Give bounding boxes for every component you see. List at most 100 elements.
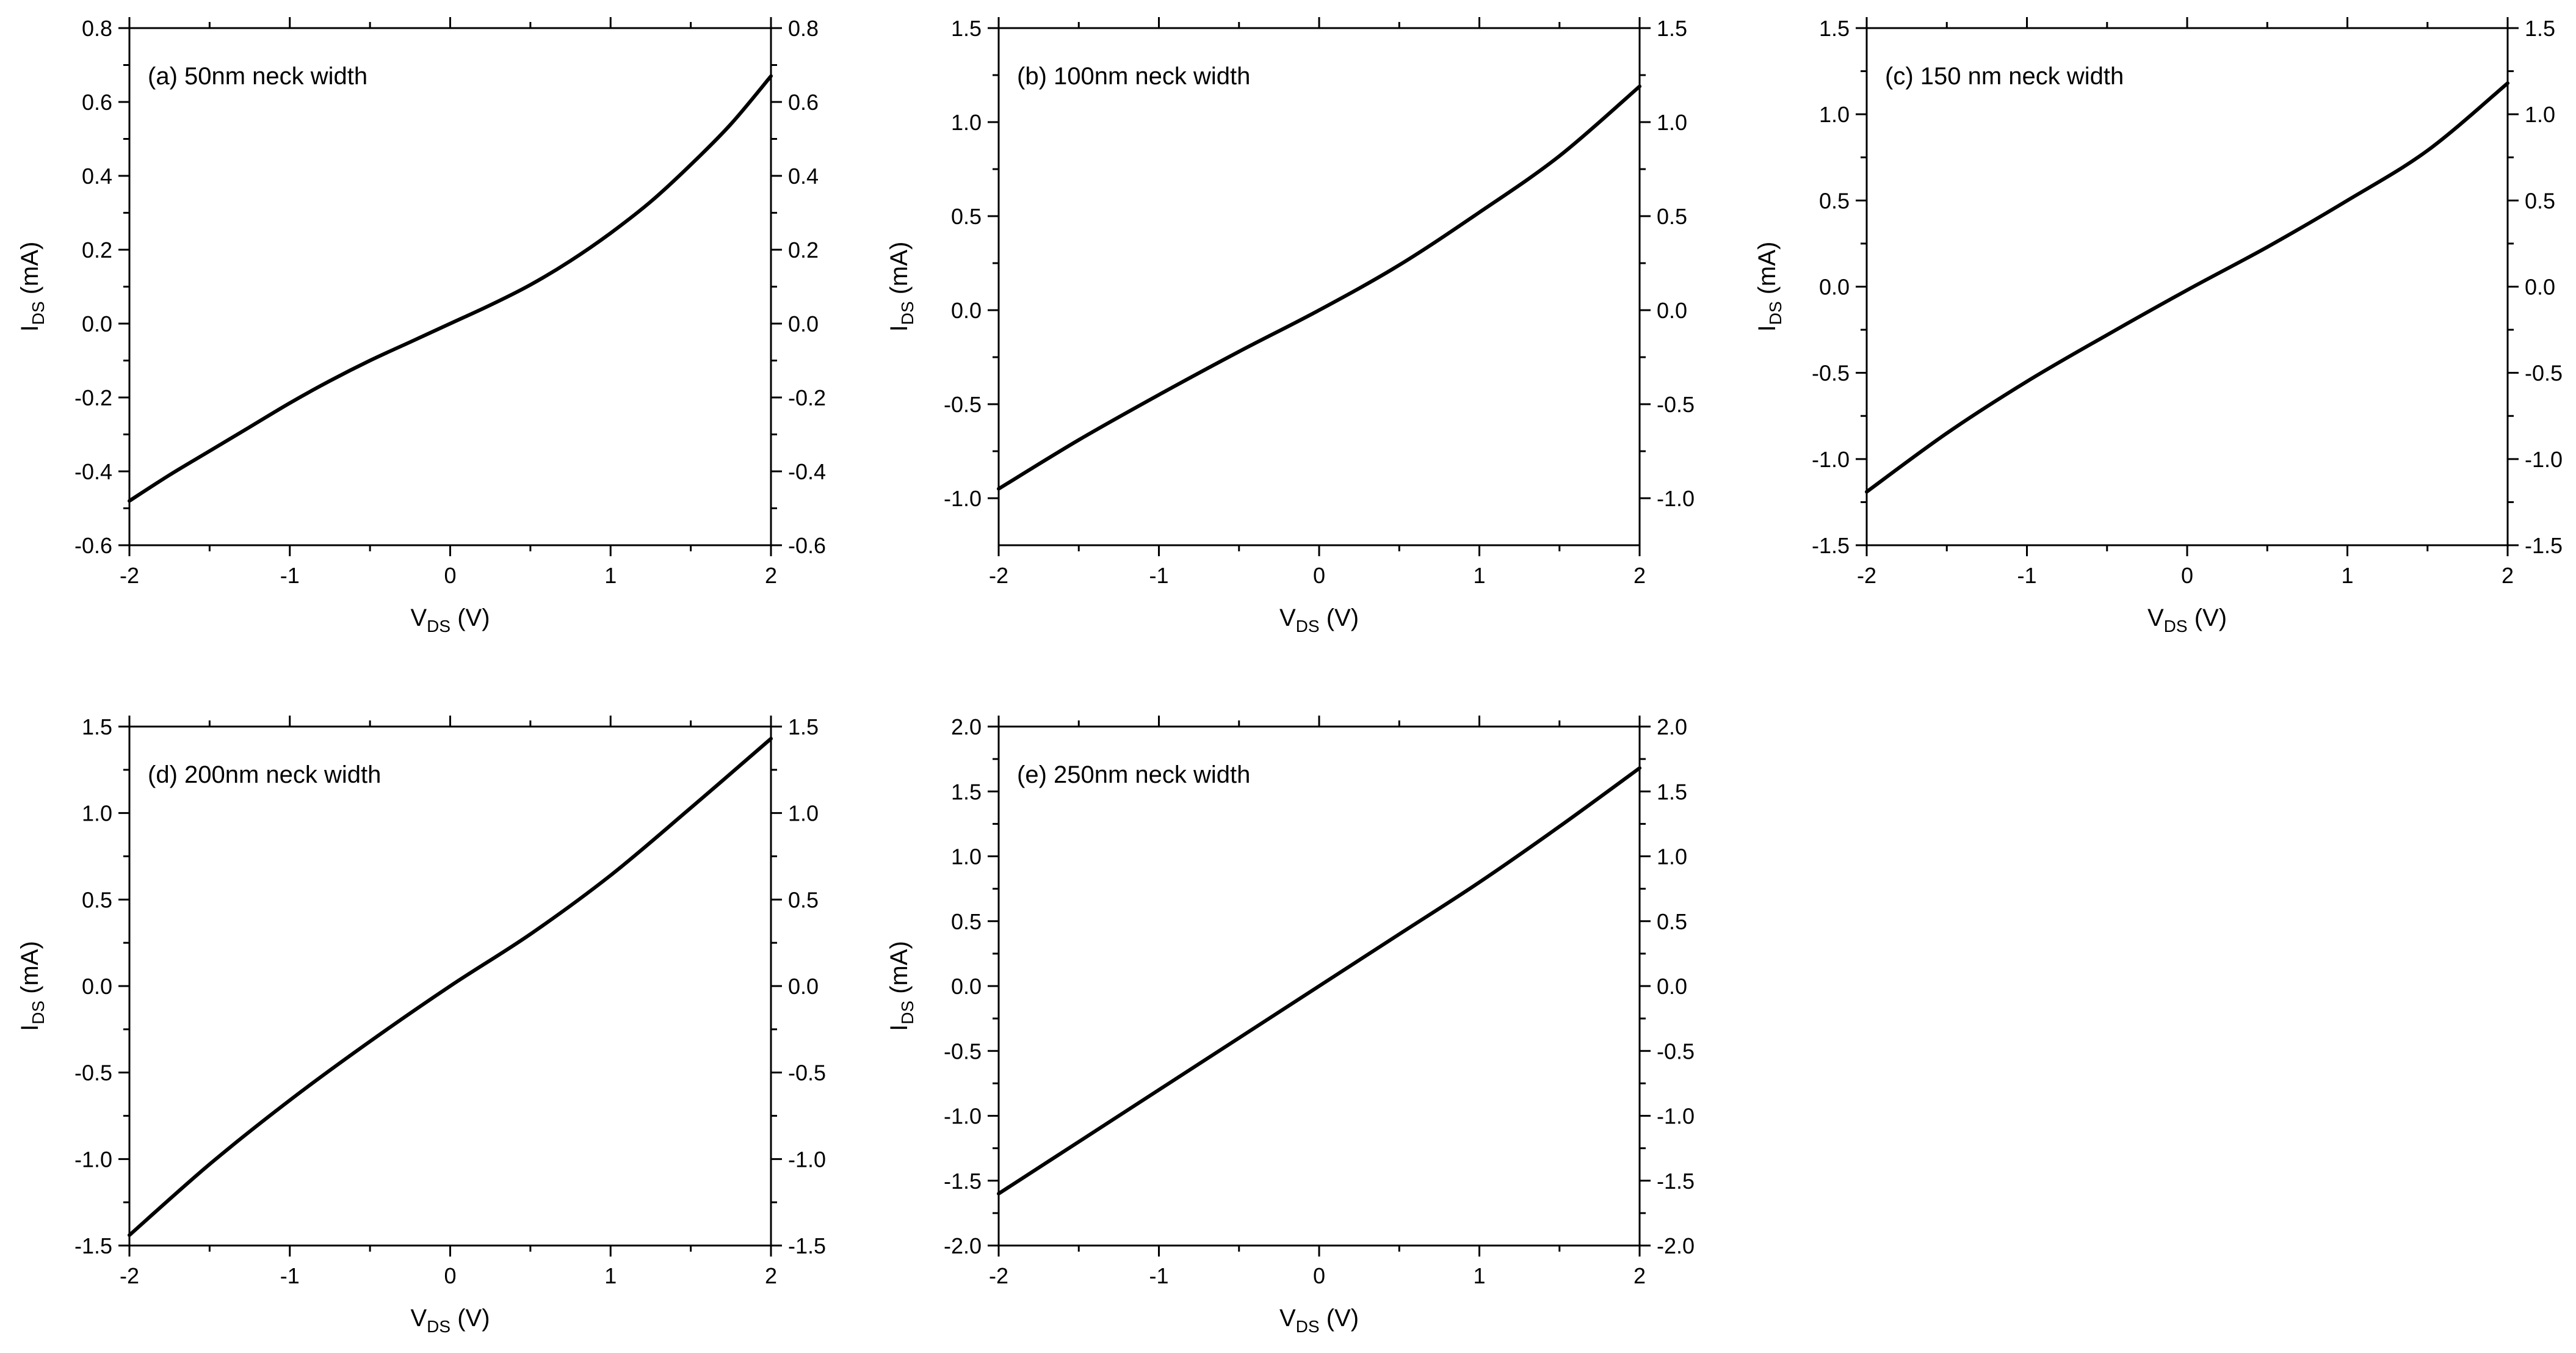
panel-annotation: (d) 200nm neck width bbox=[148, 761, 381, 788]
y-tick-label-right: 1.0 bbox=[788, 801, 819, 826]
x-tick-label: 0 bbox=[2181, 563, 2193, 588]
x-axis-label: VDS (V) bbox=[2147, 604, 2227, 636]
x-axis-label-unit: (V) bbox=[1320, 1305, 1359, 1332]
x-axis-label-main: V bbox=[410, 1305, 427, 1332]
x-axis-label-sub: DS bbox=[427, 1317, 450, 1336]
y-tick-label: -0.5 bbox=[74, 1061, 112, 1086]
y-tick-label-right: 0.5 bbox=[1657, 204, 1687, 229]
y-tick-label-right: -1.5 bbox=[1657, 1169, 1695, 1194]
chart-panel-b: -2 -1 0 1 2 -1.0 -1.0 -0.5 -0.5 0.0 0.0 0.5 0.5 1.0 1.… bbox=[886, 16, 1695, 636]
x-tick-label: -2 bbox=[1857, 563, 1876, 588]
y-tick-label-right: 0.0 bbox=[1657, 298, 1687, 323]
chart-panel-c: -2 -1 0 1 2 -1.5 -1.5 -1.0 -1.0 -0.5 -0.5 0.0 0.0 0.5… bbox=[1754, 16, 2563, 636]
y-tick-label: 1.0 bbox=[82, 801, 112, 826]
chart-panel-d: -2 -1 0 1 2 -1.5 -1.5 -1.0 -1.0 -0.5 -0.5 0.0 0.0 0.5… bbox=[16, 714, 826, 1336]
y-tick-label-right: -1.0 bbox=[1657, 1104, 1695, 1129]
x-axis-label: VDS (V) bbox=[410, 1305, 490, 1336]
y-tick-label: 1.0 bbox=[951, 844, 982, 869]
y-tick-label-right: 1.5 bbox=[1657, 16, 1687, 41]
y-tick-label: 0.5 bbox=[951, 204, 982, 229]
y-axis-label: IDS (mA) bbox=[886, 242, 917, 332]
x-tick-label: 1 bbox=[604, 563, 617, 588]
x-tick-label: -1 bbox=[1149, 563, 1168, 588]
x-tick-label: -1 bbox=[280, 563, 300, 588]
y-tick-label-right: 0.6 bbox=[788, 90, 819, 115]
panel-annotation: (b) 100nm neck width bbox=[1017, 63, 1250, 90]
plot-frame bbox=[128, 27, 772, 546]
y-axis-label-unit: (mA) bbox=[886, 242, 913, 302]
y-tick-label: -0.2 bbox=[74, 385, 112, 410]
y-tick-label-right: 1.0 bbox=[1657, 844, 1687, 869]
y-tick-label: 0.0 bbox=[951, 298, 982, 323]
y-tick-label: 1.0 bbox=[951, 110, 982, 135]
x-tick-label: 1 bbox=[1473, 1263, 1485, 1288]
y-tick-label-right: 1.5 bbox=[788, 714, 819, 739]
y-tick-label-right: 1.5 bbox=[2525, 16, 2555, 41]
y-tick-label: 0.5 bbox=[1819, 188, 1850, 213]
y-axis-label: IDS (mA) bbox=[16, 941, 48, 1031]
y-axis-label: IDS (mA) bbox=[886, 941, 917, 1031]
y-tick-label-right: -1.0 bbox=[1657, 486, 1695, 511]
x-tick-label: -2 bbox=[120, 563, 139, 588]
y-tick-label-right: 0.4 bbox=[788, 164, 819, 189]
x-tick-label: 1 bbox=[2341, 563, 2353, 588]
y-tick-label: 2.0 bbox=[951, 714, 982, 739]
x-tick-label: 2 bbox=[2502, 563, 2514, 588]
y-tick-label: 0.5 bbox=[951, 909, 982, 934]
y-tick-label: 0.2 bbox=[82, 238, 112, 263]
y-axis-label: IDS (mA) bbox=[1754, 242, 1785, 332]
x-tick-label: 2 bbox=[765, 563, 777, 588]
x-tick-label: -1 bbox=[280, 1263, 300, 1288]
y-tick-label-right: 1.0 bbox=[1657, 110, 1687, 135]
y-tick-label: -1.5 bbox=[74, 1233, 112, 1258]
iv-curve-series-0 bbox=[1865, 81, 2509, 494]
x-tick-label: 2 bbox=[1634, 563, 1646, 588]
y-tick-label-right: -0.5 bbox=[1657, 1039, 1695, 1064]
y-tick-label: -0.5 bbox=[1812, 361, 1850, 386]
chart-panel-a: -2 -1 0 1 2 -0.6 -0.6 -0.4 -0.4 -0.2 -0.2 0.0 0.0 0.2… bbox=[16, 16, 826, 636]
x-axis-label-main: V bbox=[1279, 604, 1296, 631]
y-tick-label-right: 0.5 bbox=[2525, 188, 2555, 213]
y-tick-label-right: -0.5 bbox=[1657, 392, 1695, 417]
x-axis-label: VDS (V) bbox=[1279, 604, 1359, 636]
y-tick-label: 1.0 bbox=[1819, 102, 1850, 127]
y-tick-label: -1.0 bbox=[944, 486, 982, 511]
x-axis-label-main: V bbox=[2147, 604, 2164, 631]
y-tick-label-right: -0.2 bbox=[788, 385, 826, 410]
y-tick-label: -0.4 bbox=[74, 459, 112, 484]
y-tick-label: -1.0 bbox=[1812, 447, 1850, 472]
y-tick-label: 0.0 bbox=[951, 974, 982, 999]
iv-curve-series-0 bbox=[997, 84, 1641, 491]
x-tick-label: 2 bbox=[765, 1263, 777, 1288]
y-tick-label-right: -1.5 bbox=[788, 1233, 826, 1258]
panel-annotation: (c) 150 nm neck width bbox=[1885, 63, 2124, 90]
iv-curve-series-0 bbox=[997, 766, 1641, 1195]
y-tick-label-right: -1.0 bbox=[2525, 447, 2563, 472]
y-tick-label: -0.6 bbox=[74, 533, 112, 558]
y-tick-label-right: 1.5 bbox=[1657, 779, 1687, 804]
x-axis-label-sub: DS bbox=[1296, 1317, 1320, 1336]
y-tick-label-right: 2.0 bbox=[1657, 714, 1687, 739]
y-tick-label: 1.5 bbox=[82, 714, 112, 739]
y-tick-label: -1.0 bbox=[944, 1104, 982, 1129]
x-tick-label: 0 bbox=[1313, 1263, 1325, 1288]
y-axis-label-unit: (mA) bbox=[886, 941, 913, 1001]
x-axis-label-sub: DS bbox=[2164, 617, 2188, 636]
iv-curve-series-0 bbox=[128, 74, 773, 503]
y-tick-label: 0.4 bbox=[82, 164, 112, 189]
y-tick-label: 0.6 bbox=[82, 90, 112, 115]
x-tick-label: -2 bbox=[989, 563, 1008, 588]
y-tick-label: 0.5 bbox=[82, 887, 112, 912]
y-tick-label-right: -0.6 bbox=[788, 533, 826, 558]
y-tick-label: -2.0 bbox=[944, 1233, 982, 1258]
y-tick-label-right: 0.0 bbox=[1657, 974, 1687, 999]
x-axis-label-sub: DS bbox=[1296, 617, 1320, 636]
y-tick-label: -1.0 bbox=[74, 1147, 112, 1172]
panel-annotation: (a) 50nm neck width bbox=[148, 63, 367, 90]
y-axis-label-unit: (mA) bbox=[16, 941, 43, 1001]
y-axis-label-sub: DS bbox=[29, 1001, 48, 1025]
y-tick-label: 0.0 bbox=[1819, 275, 1850, 300]
x-axis-label-unit: (V) bbox=[450, 1305, 490, 1332]
y-axis-label-unit: (mA) bbox=[16, 242, 43, 302]
